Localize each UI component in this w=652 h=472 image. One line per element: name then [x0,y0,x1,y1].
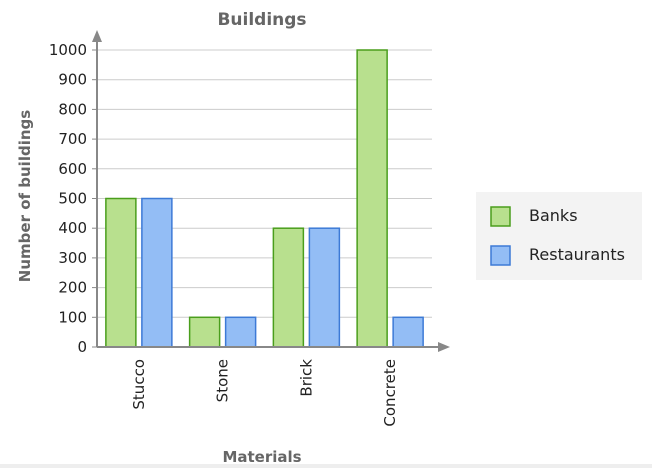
bar-restaurants-stone [224,316,257,348]
y-axis-title: Number of buildings [16,110,34,282]
y-tick-label: 200 [58,279,87,297]
x-tick-label: Stucco [130,359,148,410]
y-tick-label: 0 [77,338,87,356]
x-axis-title: Materials [222,448,301,466]
bar-banks-brick [272,227,305,348]
chart-title: Buildings [217,10,306,30]
y-tick-label: 100 [58,308,87,326]
legend-swatch-banks [490,206,511,227]
legend-label-banks: Banks [529,206,578,225]
x-tick-label: Concrete [381,359,399,427]
bar-restaurants-concrete [392,316,424,348]
y-tick-label: 600 [58,160,87,178]
y-tick-label: 800 [58,100,87,118]
y-tick-label: 400 [58,219,87,237]
x-axis-arrow-icon [438,342,450,352]
y-tick-label: 700 [58,130,87,148]
bottom-border [0,464,652,468]
legend-swatch-restaurants [490,245,511,266]
bars [105,49,424,348]
y-tick-label: 300 [58,249,87,267]
y-tick-label: 900 [58,71,87,89]
y-tick-label: 500 [58,190,87,208]
y-axis-arrow-icon [92,30,102,42]
x-tick-label: Stone [214,359,232,402]
y-tick-label: 1000 [49,41,87,59]
x-tick-labels: Stucco Stone Brick Concrete [130,359,399,427]
legend: Banks Restaurants [476,192,642,280]
bar-banks-concrete [356,49,388,348]
bar-restaurants-stucco [141,197,173,348]
axes [92,30,450,352]
legend-label-restaurants: Restaurants [529,245,625,264]
bar-banks-stone [188,316,221,348]
x-tick-label: Brick [297,359,315,397]
bar-banks-stucco [105,197,137,348]
bar-restaurants-brick [308,227,341,348]
y-tick-labels: 0 100 200 300 400 500 600 700 800 900 1000 [49,41,87,356]
